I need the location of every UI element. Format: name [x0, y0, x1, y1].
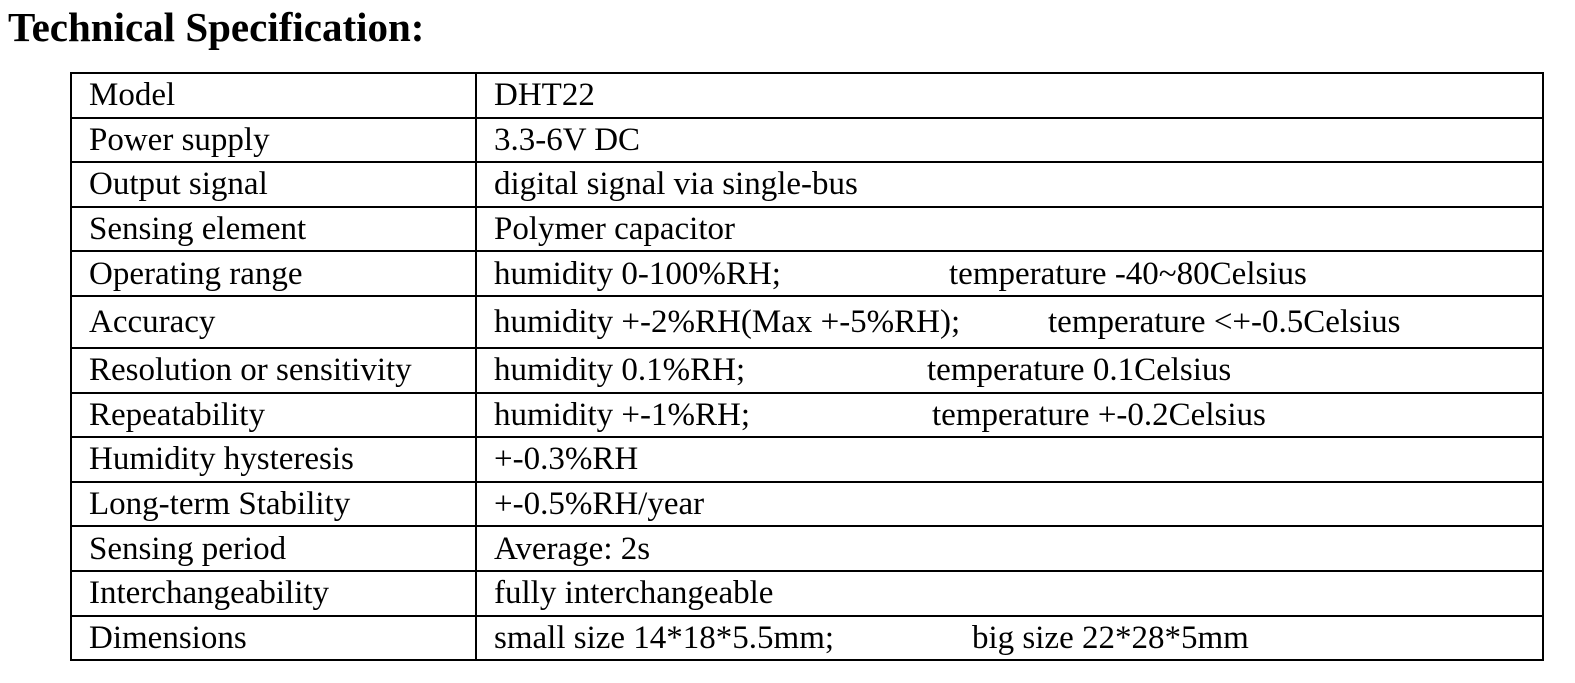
spec-label: Model — [70, 72, 477, 119]
table-row-sensing-element: Sensing element Polymer capacitor — [70, 205, 1544, 253]
table-row-output-signal: Output signal digital signal via single-… — [70, 161, 1544, 208]
spec-value: humidity +-1%RH; temperature +-0.2Celsius — [475, 391, 1544, 439]
spec-label: Power supply — [70, 116, 477, 164]
small-size: small size 14*18*5.5mm; — [494, 619, 835, 656]
table-row-repeatability: Repeatability humidity +-1%RH; temperatur… — [70, 391, 1544, 439]
big-size: big size 22*28*5mm — [972, 619, 1249, 656]
spec-value: humidity +-2%RH(Max +-5%RH); temperature … — [475, 294, 1544, 349]
spec-label: Operating range — [70, 250, 477, 297]
spec-label: Long-term Stability — [70, 480, 477, 528]
spec-value: +-0.3%RH — [475, 436, 1544, 483]
spec-table: Model DHT22 Power supply 3.3-6V DC Outpu… — [70, 72, 1544, 662]
spec-label: Accuracy — [70, 294, 477, 349]
spec-label: Sensing element — [70, 205, 477, 253]
spec-label: Humidity hysteresis — [70, 436, 477, 483]
temperature-repeatability: temperature +-0.2Celsius — [932, 396, 1266, 433]
table-row-accuracy: Accuracy humidity +-2%RH(Max +-5%RH); tem… — [70, 294, 1544, 349]
temperature-range: temperature -40~80Celsius — [949, 255, 1307, 292]
spec-value: 3.3-6V DC — [475, 116, 1544, 164]
table-row-long-term-stability: Long-term Stability +-0.5%RH/year — [70, 480, 1544, 528]
temperature-accuracy: temperature <+-0.5Celsius — [1048, 303, 1401, 340]
spec-label: Dimensions — [70, 614, 477, 662]
humidity-repeatability: humidity +-1%RH; — [494, 396, 751, 433]
table-row-model: Model DHT22 — [70, 72, 1544, 119]
page-title: Technical Specification: — [8, 4, 425, 50]
spec-value: digital signal via single-bus — [475, 161, 1544, 208]
spec-value: fully interchangeable — [475, 569, 1544, 617]
table-row-humidity-hysteresis: Humidity hysteresis +-0.3%RH — [70, 436, 1544, 483]
table-row-power-supply: Power supply 3.3-6V DC — [70, 116, 1544, 164]
humidity-range: humidity 0-100%RH; — [494, 255, 781, 292]
spec-label: Interchangeability — [70, 569, 477, 617]
table-row-resolution: Resolution or sensitivity humidity 0.1%R… — [70, 346, 1544, 394]
spec-value: small size 14*18*5.5mm; big size 22*28*5m… — [475, 614, 1544, 662]
spec-value: +-0.5%RH/year — [475, 480, 1544, 528]
humidity-accuracy: humidity +-2%RH(Max +-5%RH); — [494, 303, 961, 340]
temperature-resolution: temperature 0.1Celsius — [927, 352, 1232, 389]
spec-value: DHT22 — [475, 72, 1544, 119]
table-row-interchangeability: Interchangeability fully interchangeable — [70, 569, 1544, 617]
spec-value: humidity 0-100%RH; temperature -40~80Cels… — [475, 250, 1544, 297]
table-row-sensing-period: Sensing period Average: 2s — [70, 525, 1544, 572]
spec-label: Output signal — [70, 161, 477, 208]
spec-value: humidity 0.1%RH; temperature 0.1Celsius — [475, 346, 1544, 394]
table-row-operating-range: Operating range humidity 0-100%RH; temper… — [70, 250, 1544, 297]
spec-label: Resolution or sensitivity — [70, 346, 477, 394]
spec-label: Repeatability — [70, 391, 477, 439]
table-row-dimensions: Dimensions small size 14*18*5.5mm; big si… — [70, 614, 1544, 662]
spec-value: Average: 2s — [475, 525, 1544, 572]
spec-label: Sensing period — [70, 525, 477, 572]
humidity-resolution: humidity 0.1%RH; — [494, 352, 746, 389]
spec-value: Polymer capacitor — [475, 205, 1544, 253]
